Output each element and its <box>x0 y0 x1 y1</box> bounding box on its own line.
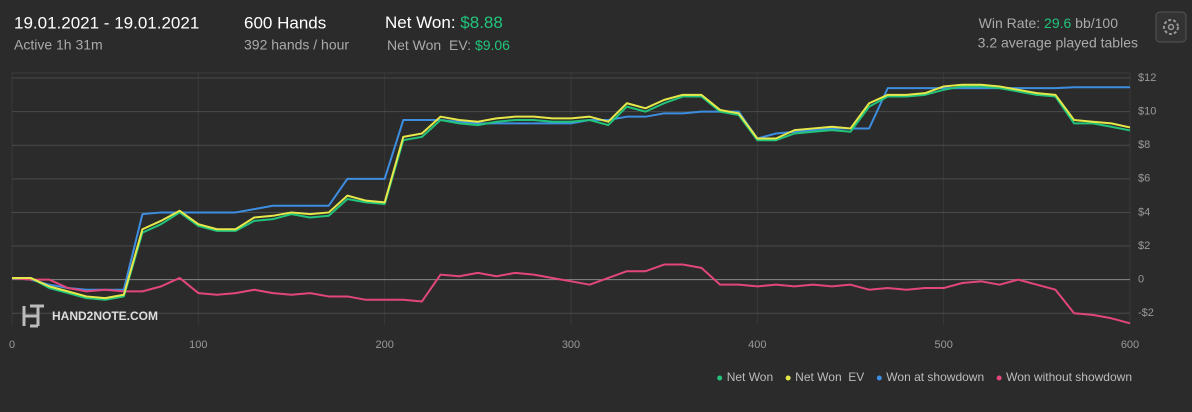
legend-marker <box>996 375 1002 381</box>
settings-frame[interactable] <box>1155 11 1187 43</box>
active-time: Active 1h 31m <box>14 37 103 53</box>
x-tick-label: 100 <box>189 339 207 351</box>
x-tick-label: 300 <box>562 339 580 351</box>
series-line <box>12 85 1131 301</box>
legend-item: Won at showdown <box>876 370 984 384</box>
y-tick-label: $10 <box>1138 106 1156 118</box>
series-line <box>11 263 1131 325</box>
y-tick-label: -$2 <box>1138 307 1154 319</box>
y-tick-label: 0 <box>1138 274 1144 286</box>
net-won: Net Won: $8.88 <box>385 13 503 32</box>
net-won-value: $8.88 <box>460 13 503 32</box>
net-won-ev: Net Won EV: $9.06 <box>387 37 510 53</box>
series-line <box>11 86 1130 291</box>
legend-marker <box>717 375 723 381</box>
net-won-ev-label: Net Won EV: <box>387 37 471 53</box>
legend-label: Net Won EV <box>795 370 864 384</box>
win-rate-value: 29.6 <box>1044 15 1071 31</box>
legend-item: Net Won EV <box>785 370 864 384</box>
x-tick-label: 500 <box>934 339 952 351</box>
gear-icon[interactable] <box>1163 19 1179 35</box>
tables: 3.2 average played tables <box>978 35 1138 51</box>
watermark: HAND2NOTE.COM <box>22 304 158 328</box>
y-tick-label: $12 <box>1138 72 1156 84</box>
y-tick-label: $8 <box>1138 139 1150 151</box>
legend-marker <box>876 375 882 381</box>
legend-label: Won at showdown <box>886 370 984 384</box>
legend-label: Net Won <box>727 370 773 384</box>
date-range: 19.01.2021 - 19.01.2021 <box>14 13 199 32</box>
x-tick-label: 0 <box>9 339 15 351</box>
y-tick-label: $6 <box>1138 173 1150 185</box>
net-won-label: Net Won: <box>385 13 456 32</box>
y-tick-label: $2 <box>1138 240 1150 252</box>
y-tick-label: $4 <box>1138 206 1150 218</box>
hands-per-hour: 392 hands / hour <box>244 37 349 53</box>
win-rate-label: Win Rate: <box>979 15 1040 31</box>
win-rate-unit: bb/100 <box>1075 15 1118 31</box>
win-rate: Win Rate: 29.6 bb/100 <box>979 15 1119 31</box>
x-tick-label: 600 <box>1121 339 1139 351</box>
logo-icon <box>22 304 44 328</box>
legend-marker <box>785 375 791 381</box>
net-won-ev-value: $9.06 <box>475 37 510 53</box>
x-tick-label: 200 <box>375 339 393 351</box>
settings-button[interactable] <box>1155 11 1187 43</box>
plot: 0 100 200 300 400 500 600 -$2 0 $2 $4 $6 $8 $10 $12 <box>9 72 1156 351</box>
legend-label: Won without showdown <box>1006 370 1132 384</box>
gear-center[interactable] <box>1167 23 1175 31</box>
x-tick-label: 400 <box>748 339 766 351</box>
hands: 600 Hands <box>244 13 326 32</box>
legend-item: Net Won <box>717 370 773 384</box>
legend-item: Won without showdown <box>996 370 1132 384</box>
legend: Net Won Net Won EV Won at showdown Won with… <box>717 370 1132 384</box>
series-line <box>12 83 1131 300</box>
watermark-text: HAND2NOTE.COM <box>52 309 158 323</box>
